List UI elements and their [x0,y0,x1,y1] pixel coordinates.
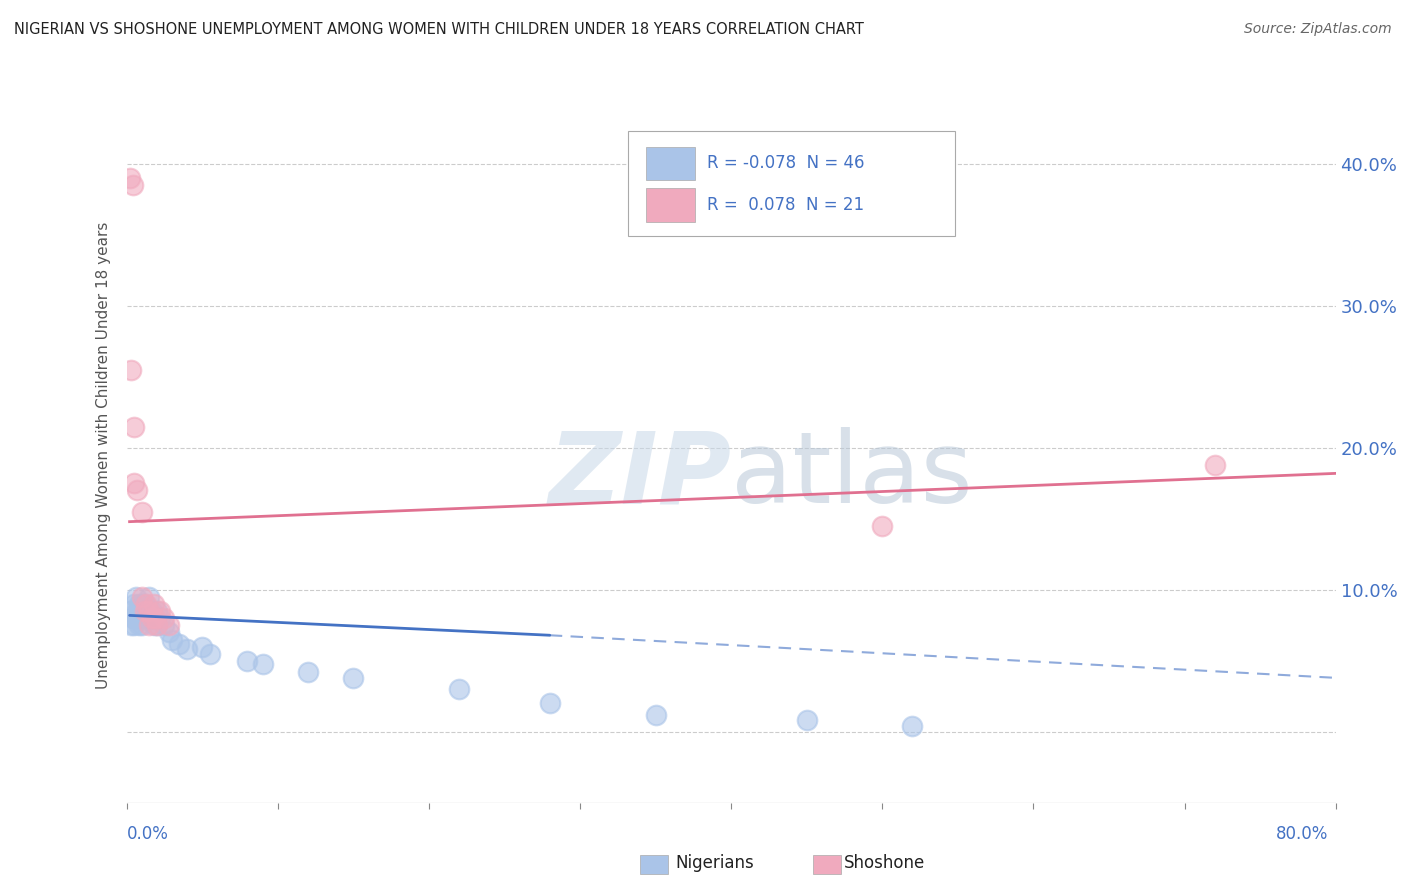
Point [157,618,180,632]
Point [149,604,172,618]
Point [121,611,143,625]
Point [127,611,149,625]
Text: NIGERIAN VS SHOSHONE UNEMPLOYMENT AMONG WOMEN WITH CHILDREN UNDER 18 YEARS CORRE: NIGERIAN VS SHOSHONE UNEMPLOYMENT AMONG … [14,22,863,37]
Point [120,362,142,376]
Point [252,657,274,671]
Point [796,714,818,728]
Text: Source: ZipAtlas.com: Source: ZipAtlas.com [1244,22,1392,37]
Point [124,590,146,604]
Point [138,590,160,604]
FancyBboxPatch shape [647,188,695,222]
Point [142,611,165,625]
Y-axis label: Unemployment Among Women with Children Under 18 years: Unemployment Among Women with Children U… [96,221,111,689]
Point [131,505,153,519]
Point [122,611,145,625]
Point [122,419,145,434]
Point [128,611,150,625]
Point [297,665,319,680]
Point [872,519,894,533]
Text: ZIP: ZIP [548,427,731,524]
Point [1204,458,1226,472]
Point [191,640,214,654]
Point [141,604,163,618]
Point [157,625,180,640]
Point [118,171,141,186]
Point [134,604,156,618]
Text: atlas: atlas [731,427,973,524]
Point [146,618,169,632]
Text: 0.0%: 0.0% [127,825,169,843]
Point [169,637,191,651]
Point [143,611,166,625]
Point [138,604,160,618]
Point [142,597,165,611]
Point [122,476,145,491]
Point [127,483,149,498]
Point [127,604,149,618]
Point [131,590,153,604]
Point [131,618,153,632]
Point [120,618,142,632]
Point [198,647,221,661]
Point [538,697,561,711]
Point [146,604,169,618]
Point [138,618,160,632]
Point [128,618,150,632]
FancyBboxPatch shape [647,146,695,180]
Point [143,611,166,625]
Point [447,682,470,697]
Point [121,178,143,193]
Point [135,611,157,625]
Point [122,597,145,611]
Point [142,618,165,632]
Point [342,671,364,685]
Point [146,618,169,632]
Point [153,618,176,632]
Text: 80.0%: 80.0% [1277,825,1329,843]
Point [176,642,198,657]
FancyBboxPatch shape [628,131,955,235]
Point [160,632,183,647]
Point [138,604,160,618]
Point [136,604,159,618]
Point [134,597,156,611]
Point [236,654,259,668]
Point [139,611,162,625]
Point [131,597,153,611]
Point [135,597,157,611]
Point [153,611,176,625]
Point [122,618,145,632]
Point [901,719,924,733]
Text: R = -0.078  N = 46: R = -0.078 N = 46 [707,154,865,172]
Point [129,604,152,618]
Point [128,597,150,611]
Point [134,604,156,618]
Text: Nigerians: Nigerians [675,855,754,872]
Point [141,611,163,625]
Point [131,611,153,625]
Text: Shoshone: Shoshone [844,855,925,872]
Text: R =  0.078  N = 21: R = 0.078 N = 21 [707,196,865,214]
Point [118,604,141,618]
Point [644,707,666,722]
Point [149,611,172,625]
